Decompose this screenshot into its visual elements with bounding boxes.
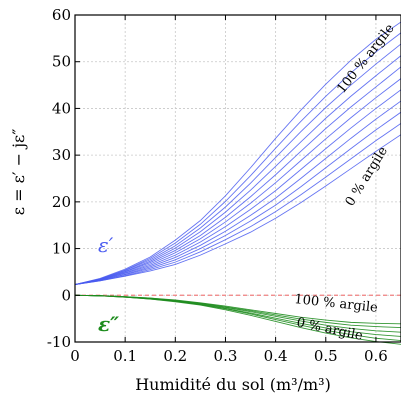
real-part-line-60-clay bbox=[74, 66, 401, 285]
real-part-line-80-clay bbox=[74, 43, 401, 285]
real-part-line-90-clay bbox=[74, 32, 401, 285]
annotation-real-0-clay: 0 % argile bbox=[343, 144, 391, 209]
real-part-line-10-clay bbox=[74, 123, 401, 285]
x-tick-label: 0.5 bbox=[314, 347, 338, 365]
x-tick-label: 0 bbox=[70, 347, 80, 365]
imaginary-part-line-0-clay bbox=[74, 294, 401, 345]
x-tick-label: 0.2 bbox=[163, 347, 187, 365]
y-tick-label: 40 bbox=[52, 99, 71, 117]
real-part-line-20-clay bbox=[74, 111, 401, 285]
annotation-real-100-clay: 100 % argile bbox=[334, 21, 398, 96]
real-part-line-30-clay bbox=[74, 100, 401, 285]
x-tick-label: 0.6 bbox=[364, 347, 388, 365]
imaginary-part-symbol: ε″ bbox=[98, 312, 119, 336]
y-tick-label: 20 bbox=[52, 193, 71, 211]
y-tick-label: 10 bbox=[52, 240, 71, 258]
y-tick-label: 30 bbox=[52, 146, 71, 164]
plot-frame bbox=[74, 14, 401, 343]
real-part-line-50-clay bbox=[74, 78, 401, 285]
real-part-line-0-clay bbox=[74, 134, 401, 285]
x-axis-label: Humidité du sol (m³/m³) bbox=[135, 375, 331, 394]
real-part-series-group bbox=[74, 21, 401, 285]
y-tick-label: 60 bbox=[52, 6, 71, 24]
real-part-line-70-clay bbox=[74, 55, 401, 285]
y-tick-label: -10 bbox=[47, 333, 71, 351]
annotation-imag-0-clay: 0 % argile bbox=[295, 315, 364, 344]
x-tick-label: 0.1 bbox=[113, 347, 137, 365]
real-part-symbol: ε′ bbox=[98, 233, 114, 257]
real-part-line-40-clay bbox=[74, 89, 401, 285]
x-tick-label: 0.3 bbox=[214, 347, 238, 365]
imaginary-part-series-group bbox=[74, 294, 401, 345]
y-tick-label: 50 bbox=[52, 53, 71, 71]
real-part-line-100-clay bbox=[74, 21, 401, 285]
y-tick-label: 0 bbox=[61, 286, 71, 304]
x-tick-label: 0.4 bbox=[264, 347, 288, 365]
y-axis-label: ε = ε′ − jε″ bbox=[9, 129, 28, 216]
